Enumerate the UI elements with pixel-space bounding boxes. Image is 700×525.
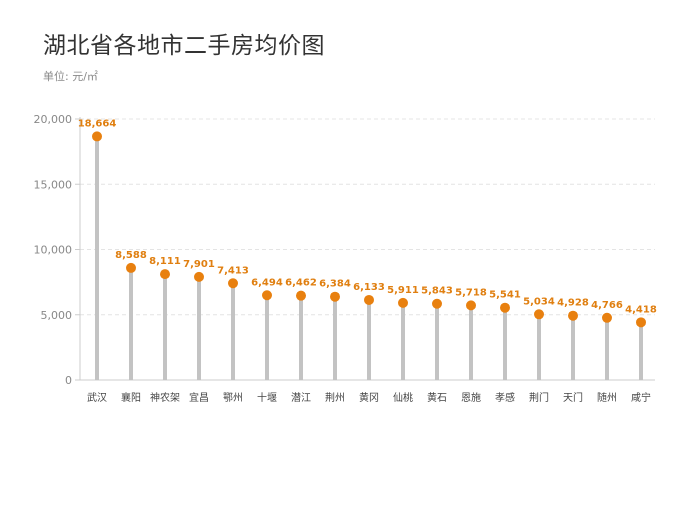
data-label: 6,494 bbox=[251, 277, 283, 288]
data-label: 7,413 bbox=[217, 265, 249, 276]
x-category-label: 天门 bbox=[563, 391, 583, 404]
lollipop-dot bbox=[126, 262, 136, 273]
x-category-label: 宜昌 bbox=[189, 391, 209, 404]
chart-title: 湖北省各地市二手房均价图 bbox=[43, 33, 325, 59]
data-label: 18,664 bbox=[78, 118, 117, 129]
lollipop-dot bbox=[364, 294, 374, 305]
lollipop-dot bbox=[432, 298, 442, 309]
x-category-label: 黄冈 bbox=[359, 391, 379, 404]
data-label: 6,384 bbox=[319, 279, 351, 290]
data-label: 5,541 bbox=[489, 290, 521, 301]
data-label: 5,718 bbox=[455, 287, 487, 298]
y-axis-ticks: 0 5,000 10,000 15,000 20,000 bbox=[34, 113, 80, 387]
lollipop-dot bbox=[466, 300, 476, 311]
lollipop-dot bbox=[262, 290, 272, 301]
data-label: 8,588 bbox=[115, 250, 147, 261]
data-label: 5,911 bbox=[387, 285, 419, 296]
x-category-label: 十堰 bbox=[257, 391, 277, 404]
data-label: 5,034 bbox=[523, 296, 555, 307]
data-label: 5,843 bbox=[421, 286, 453, 297]
lollipop-dot bbox=[534, 309, 544, 320]
data-label: 4,418 bbox=[625, 304, 657, 315]
x-category-label: 恩施 bbox=[461, 391, 481, 404]
x-category-label: 神农架 bbox=[150, 391, 180, 404]
x-category-label: 武汉 bbox=[87, 391, 107, 404]
lollipop-dot bbox=[330, 291, 340, 302]
y-tick-label: 5,000 bbox=[41, 309, 73, 322]
x-category-label: 黄石 bbox=[427, 391, 447, 404]
x-category-label: 仙桃 bbox=[393, 391, 413, 404]
data-label: 4,928 bbox=[557, 298, 589, 309]
x-category-label: 随州 bbox=[597, 391, 617, 404]
lollipop-stems bbox=[95, 136, 643, 380]
x-category-label: 孝感 bbox=[495, 391, 515, 404]
x-axis-categories: 武汉 襄阳 神农架 宜昌 鄂州 十堰 潜江 荆州 黄冈 仙桃 黄石 恩施 孝感 荆门 天门 随州 咸宁 bbox=[87, 391, 651, 404]
lollipop-dot bbox=[568, 310, 578, 321]
y-tick-label: 15,000 bbox=[34, 178, 73, 191]
lollipop-dot bbox=[194, 271, 204, 282]
data-label: 7,901 bbox=[183, 259, 215, 270]
x-category-label: 荆门 bbox=[529, 391, 549, 404]
lollipop-dot bbox=[500, 302, 510, 313]
lollipop-dot bbox=[228, 278, 238, 289]
chart-unit-subtitle: 单位: 元/㎡ bbox=[43, 70, 98, 83]
lollipop-dot bbox=[636, 317, 646, 328]
data-label: 4,766 bbox=[591, 300, 623, 311]
x-category-label: 咸宁 bbox=[631, 391, 651, 404]
lollipop-dot bbox=[602, 312, 612, 323]
x-category-label: 荆州 bbox=[325, 391, 345, 404]
data-label: 6,133 bbox=[353, 282, 385, 293]
lollipop-dot bbox=[92, 131, 102, 142]
y-tick-label: 20,000 bbox=[34, 113, 73, 126]
data-label: 8,111 bbox=[149, 256, 181, 267]
lollipop-dot bbox=[296, 290, 306, 301]
y-tick-label: 10,000 bbox=[34, 244, 73, 257]
lollipop-dot bbox=[160, 269, 170, 280]
data-label: 6,462 bbox=[285, 278, 317, 289]
x-category-label: 鄂州 bbox=[223, 392, 243, 404]
lollipop-dot bbox=[398, 297, 408, 308]
x-category-label: 潜江 bbox=[291, 391, 311, 404]
x-category-label: 襄阳 bbox=[121, 391, 141, 404]
y-tick-label: 0 bbox=[65, 374, 72, 387]
lollipop-dots bbox=[92, 131, 646, 328]
